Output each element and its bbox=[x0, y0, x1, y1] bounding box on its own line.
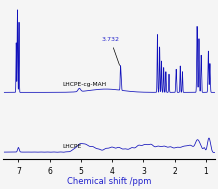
Text: 3.732: 3.732 bbox=[102, 37, 119, 65]
X-axis label: Chemical shift /ppm: Chemical shift /ppm bbox=[67, 177, 151, 186]
Text: LHCPE-cg-MAH: LHCPE-cg-MAH bbox=[62, 82, 106, 87]
Text: LHCPE: LHCPE bbox=[62, 143, 81, 149]
